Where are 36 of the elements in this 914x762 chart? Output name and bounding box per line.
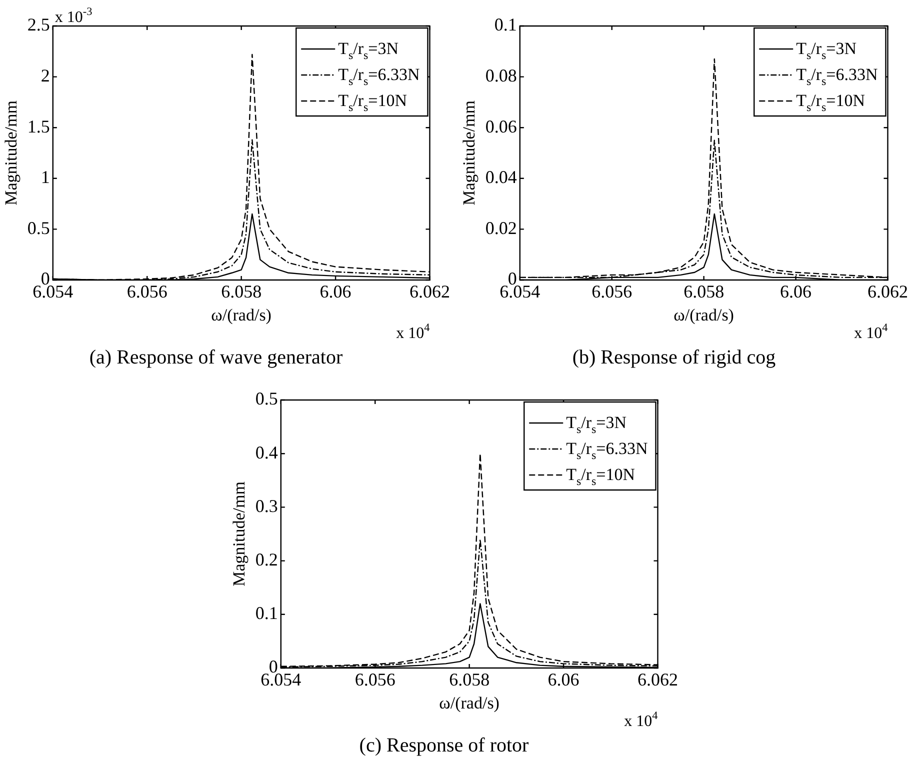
y-tick-label: 0.5 — [27, 218, 50, 238]
y-tick-label: 0.06 — [485, 116, 517, 136]
y-tick-label: 0.04 — [485, 167, 517, 188]
x-tick-label: 6.056 — [126, 282, 168, 302]
x-axis-title: ω/(rad/s) — [211, 305, 272, 324]
x-tick-label: 6.06 — [320, 282, 352, 302]
y-tick-label: 0.2 — [255, 550, 278, 570]
y-tick-label: 0.1 — [255, 603, 278, 624]
x-tick-label: 6.058 — [221, 282, 262, 302]
text: (c) Response of rotor — [359, 734, 530, 756]
y-axis-title: Magnitude/mm — [230, 482, 249, 586]
y-tick-label: 0.02 — [485, 218, 517, 238]
x-tick-label: 6.06 — [780, 282, 812, 302]
x-tick-label: 6.058 — [449, 670, 490, 690]
x-tick-label: 6.062 — [638, 670, 678, 690]
y-tick-label: 2.5 — [27, 14, 50, 35]
y-tick-label: 1 — [40, 167, 50, 188]
x-tick-label: 6.06 — [548, 670, 580, 690]
x-tick-label: 6.056 — [354, 670, 396, 690]
x-axis-title: ω/(rad/s) — [674, 305, 734, 324]
text: (b) Response of rigid cog — [572, 346, 776, 368]
y-tick-label: 0.5 — [255, 388, 278, 409]
y-tick-label: 1.5 — [27, 116, 50, 136]
y-tick-label: 2 — [40, 66, 50, 86]
x-tick-label: 6.058 — [684, 282, 724, 302]
text: (a) Response of wave generator — [89, 346, 343, 368]
y-tick-label: 0.3 — [255, 496, 278, 516]
y-tick-label: 0.08 — [485, 66, 517, 86]
y-axis-title: Magnitude/mm — [460, 100, 479, 206]
x-tick-label: 6.056 — [592, 282, 632, 302]
x-tick-label: 6.062 — [868, 282, 908, 302]
y-tick-label: 0.4 — [255, 442, 278, 462]
x-axis-title: ω/(rad/s) — [439, 693, 500, 712]
y-axis-title: Magnitude/mm — [2, 100, 21, 206]
y-tick-label: 0.1 — [494, 14, 517, 35]
x-tick-label: 6.062 — [410, 282, 450, 302]
